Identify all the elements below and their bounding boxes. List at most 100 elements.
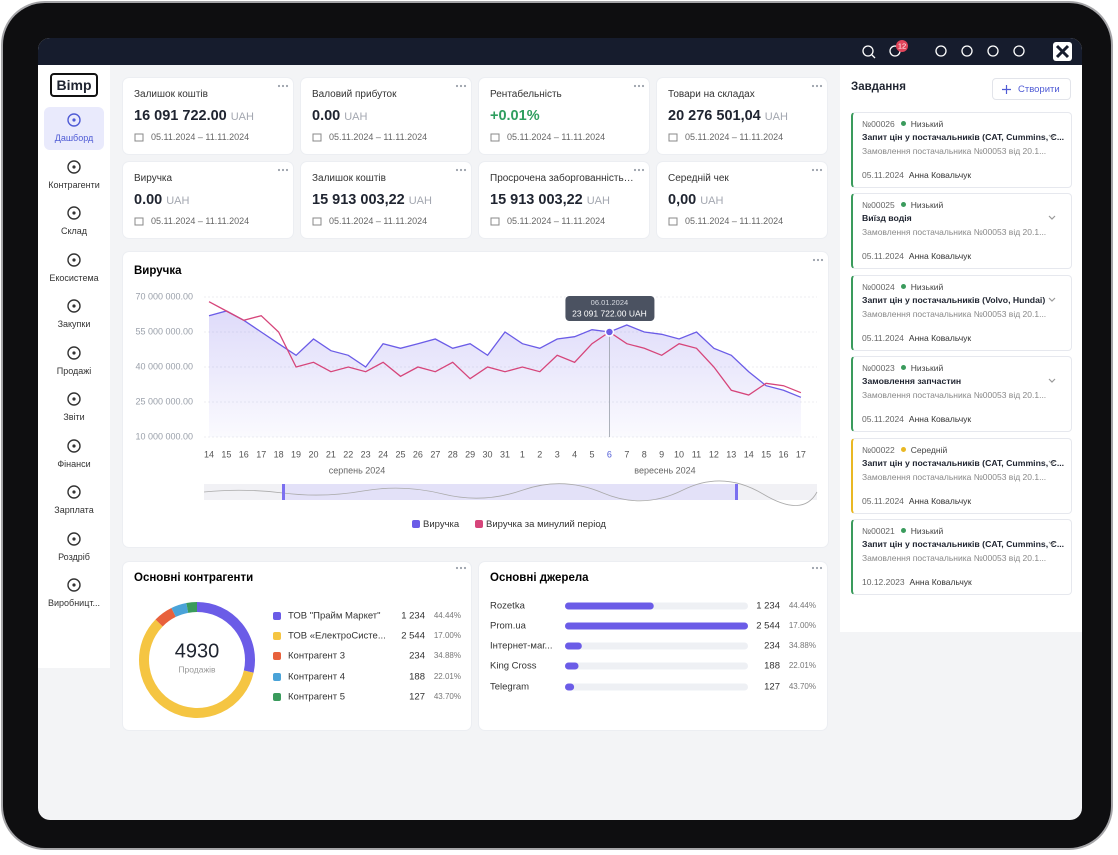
kpi-title: Залишок коштів [134, 89, 208, 100]
chart-title: Основні контрагенти [134, 572, 253, 584]
x-tick-label: 13 [726, 449, 736, 459]
task-card[interactable]: №00024 Низький Запит цін у постачальників … [851, 274, 1072, 351]
more-menu[interactable] [454, 167, 468, 173]
menu-dot [820, 258, 824, 262]
menu-dot [819, 566, 823, 570]
task-card[interactable]: №00023 Низький Замовлення запчастин Замовле… [851, 356, 1072, 433]
x-tick-label: 26 [413, 449, 423, 459]
x-tick-label: 17 [796, 449, 806, 459]
expand-chevron[interactable] [1048, 215, 1056, 221]
task-date: 05.11.2024 [862, 170, 904, 180]
legend-swatch [273, 693, 281, 701]
task-card[interactable]: №00021 Низький Запит цін у постачальників … [851, 519, 1072, 595]
topbar-icon[interactable] [862, 45, 876, 59]
topbar-icon[interactable] [961, 45, 973, 57]
task-footer: 10.12.2023 Анна Ковальчук [862, 577, 972, 587]
expand-chevron[interactable] [1048, 378, 1056, 384]
task-assignee: Анна Ковальчук [908, 332, 972, 343]
nav-item[interactable]: Виробницт... [44, 572, 104, 615]
topbar-icon[interactable] [935, 45, 947, 57]
x-tick-label: 11 [692, 449, 701, 459]
task-card[interactable]: №00026 Низький Запит цін у постачальників … [851, 112, 1072, 188]
nav-item[interactable]: Фінанси [44, 433, 104, 476]
nav-item[interactable]: Продажі [44, 340, 104, 383]
more-menu[interactable] [810, 565, 824, 571]
more-menu[interactable] [632, 167, 646, 173]
plus-icon [1002, 85, 1011, 94]
topbar-icon[interactable] [987, 45, 999, 57]
expand-chevron[interactable] [1048, 460, 1056, 466]
nav-icon [67, 392, 81, 406]
nav-item[interactable]: Зарплата [44, 479, 104, 522]
kpi-currency: UAH [700, 195, 724, 207]
more-menu[interactable] [276, 83, 290, 89]
x-tick-label: 14 [744, 449, 754, 459]
legend-label: Контрагент 3 [288, 651, 345, 662]
menu-dot [633, 84, 637, 88]
more-menu[interactable] [276, 167, 290, 173]
task-subtitle: Замовлення постачальника №00053 від 20.1… [862, 146, 1047, 156]
task-card[interactable]: №00025 Низький Виїзд водія Замовлення поста… [851, 193, 1072, 270]
donut-segment [171, 602, 189, 618]
icon-shape [668, 133, 678, 142]
bar-track [565, 662, 748, 670]
menu-dot [819, 168, 823, 172]
icon-shape [134, 133, 144, 142]
nav-icon [67, 531, 81, 546]
x-tick-label: 15 [221, 449, 231, 459]
icon-shape [312, 217, 322, 226]
more-menu[interactable] [810, 83, 824, 89]
kpi-currency: UAH [586, 195, 610, 207]
legend-label: ТОВ «ЕлектроСисте... [288, 631, 386, 642]
x-tick-label: 25 [396, 449, 406, 459]
menu-dot [815, 168, 819, 172]
brush-handle[interactable] [282, 484, 285, 500]
expand-chevron[interactable] [1048, 297, 1056, 303]
brush-selection[interactable] [282, 484, 738, 500]
menu-dot [463, 566, 467, 570]
more-menu[interactable] [454, 565, 468, 571]
nav-item[interactable]: Роздріб [44, 526, 104, 569]
expand-chevron[interactable] [1048, 541, 1056, 547]
icon-shape [67, 438, 81, 453]
topbar-icon[interactable] [1013, 45, 1025, 57]
icon-shape [67, 206, 81, 220]
nav-item[interactable]: Екосистема [44, 247, 104, 290]
legend-label[interactable]: Виручка за минулий період [486, 519, 606, 530]
menu-dot [277, 168, 281, 172]
icon-shape [72, 118, 76, 122]
icon-shape [72, 164, 76, 169]
nav-item[interactable]: Дашборд [44, 107, 104, 150]
x-tick-label: 19 [291, 449, 301, 459]
icon-shape [987, 45, 999, 57]
x-tick-label: 15 [761, 449, 771, 459]
menu-dot [637, 168, 641, 172]
bar-label: King Cross [490, 661, 537, 672]
nav-item[interactable]: Закупки [44, 293, 104, 336]
priority-dot [900, 365, 906, 371]
legend-label[interactable]: Виручка [423, 519, 460, 530]
kpi-value: 20 276 501,04 [668, 108, 761, 124]
kpi-period: 05.11.2024 – 11.11.2024 [329, 132, 428, 142]
more-menu[interactable] [810, 167, 824, 173]
menu-dot [641, 84, 645, 88]
icon-shape [72, 490, 76, 494]
expand-chevron[interactable] [1048, 134, 1056, 140]
brush-handle[interactable] [735, 484, 738, 500]
icon-shape [67, 299, 81, 313]
legend-percent: 43.70% [434, 692, 461, 701]
more-menu[interactable] [811, 257, 825, 263]
nav-item[interactable]: Контрагенти [44, 154, 104, 197]
nav-item[interactable]: Склад [44, 200, 104, 243]
more-menu[interactable] [454, 83, 468, 89]
more-menu[interactable] [632, 83, 646, 89]
priority-dot [900, 202, 906, 208]
task-card[interactable]: №00022 Середній Запит цін у постачальників… [851, 437, 1072, 514]
nav-item[interactable]: Звіти [44, 386, 104, 429]
x-tick-label: 4 [572, 449, 577, 459]
x-tick-label: 23 [361, 449, 371, 459]
kpi-value: 15 913 003,22 [312, 192, 405, 208]
icon-shape [1013, 45, 1025, 57]
create-button[interactable]: Створити [992, 78, 1071, 100]
x-tick-label: 24 [378, 449, 388, 459]
